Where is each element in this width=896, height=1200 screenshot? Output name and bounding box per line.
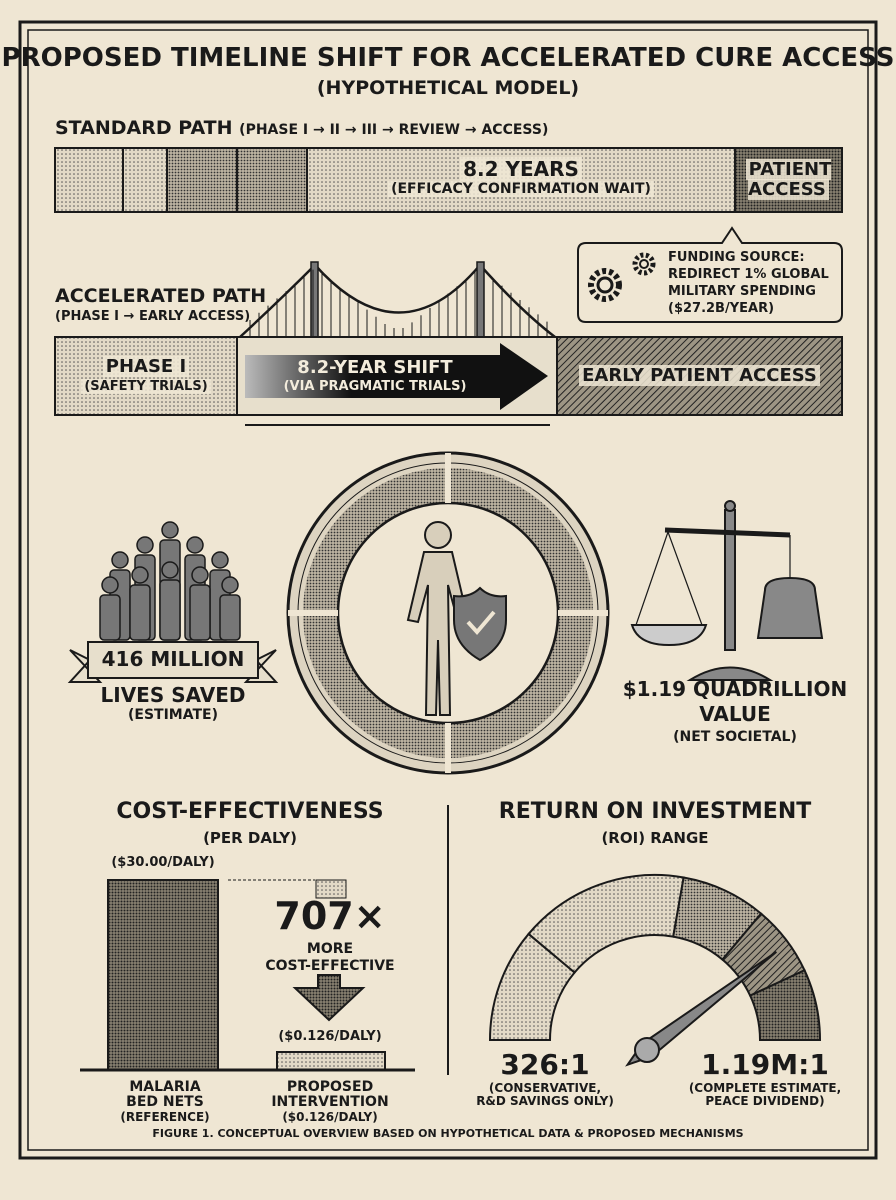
cost-title: COST-EFFECTIVENESS <box>116 799 384 824</box>
cost-chart <box>80 879 415 1072</box>
phase-one-sub-text: (SAFETY TRIALS) <box>81 379 211 394</box>
wait-label-text: (EFFICACY CONFIRMATION WAIT) <box>388 181 654 197</box>
person-body <box>219 594 241 641</box>
ref-category-line: MALARIA <box>129 1079 201 1095</box>
person-head <box>111 551 129 569</box>
early-access-label: EARLY PATIENT ACCESS <box>557 365 842 386</box>
ref-category-line: (REFERENCE) <box>120 1109 210 1124</box>
bar-malaria-bed-nets <box>107 879 219 1071</box>
page-frame <box>18 20 878 1160</box>
person-body <box>159 579 181 641</box>
human-shield-icon <box>406 521 507 716</box>
patient-access-text: PATIENT ACCESS <box>745 159 832 200</box>
standard-path-steps: (PHASE I → II → III → REVIEW → ACCESS) <box>239 122 549 138</box>
new-value-label: ($0.126/DALY) <box>278 1029 382 1044</box>
wait-value-text: 8.2 YEARS <box>460 157 582 181</box>
funding-line: ($27.2B/YEAR) <box>668 301 775 316</box>
new-category-line: ($0.126/DALY) <box>282 1109 378 1124</box>
roi-low-note-line: (CONSERVATIVE, <box>488 1081 602 1095</box>
roi-high-value: 1.19M:1 <box>701 1048 829 1081</box>
cost-subtitle: (PER DALY) <box>203 829 297 847</box>
standard-wait-label: (EFFICACY CONFIRMATION WAIT) <box>307 181 735 197</box>
reference-ghost-bar <box>315 879 347 899</box>
roi-low-note-line: R&D SAVINGS ONLY) <box>476 1094 614 1109</box>
phase-one-label: PHASE I <box>55 356 237 377</box>
roi-high-note: (COMPLETE ESTIMATE, PEACE DIVIDEND) <box>680 1081 850 1109</box>
funding-callout <box>577 226 843 323</box>
roi-high-note-line: (COMPLETE ESTIMATE, <box>688 1081 842 1095</box>
person-head <box>211 551 229 569</box>
scale-icon <box>630 500 824 681</box>
patient-access-label: PATIENT ACCESS <box>735 159 842 200</box>
person-head <box>161 561 179 579</box>
page-title: PROPOSED TIMELINE SHIFT FOR ACCELERATED … <box>1 43 895 73</box>
shift-label: 8.2-YEAR SHIFT <box>297 357 453 378</box>
roi-low-value: 326:1 <box>500 1048 590 1081</box>
roi-low-note: (CONSERVATIVE, R&D SAVINGS ONLY) <box>460 1081 630 1109</box>
person-head <box>136 536 154 554</box>
gauge-pivot <box>634 1037 660 1063</box>
new-category-line: INTERVENTION <box>271 1094 389 1111</box>
value-label: VALUE <box>699 702 771 726</box>
funding-text: FUNDING SOURCE: REDIRECT 1% GLOBAL MILIT… <box>668 249 829 317</box>
person-head <box>161 521 179 539</box>
accelerated-path-title: ACCELERATED PATH <box>55 285 267 307</box>
phase-one-text: PHASE I <box>102 356 190 377</box>
standard-path-title: STANDARD PATH <box>55 117 233 139</box>
lives-label: LIVES SAVED <box>100 683 246 707</box>
value-amount: $1.19 QUADRILLION <box>622 677 848 701</box>
lives-note: (ESTIMATE) <box>128 707 218 723</box>
lives-value: 416 MILLION <box>101 647 245 671</box>
figure-caption: FIGURE 1. CONCEPTUAL OVERVIEW BASED ON H… <box>152 1127 744 1140</box>
person-head <box>191 566 209 584</box>
funding-line: MILITARY SPENDING <box>668 284 816 299</box>
lives-banner <box>67 641 279 683</box>
roi-high-note-line: PEACE DIVIDEND) <box>705 1094 825 1109</box>
funding-line: FUNDING SOURCE: <box>668 250 805 265</box>
person-head <box>101 576 119 594</box>
roi-gauge <box>488 874 822 1067</box>
down-arrow-icon <box>292 974 366 1022</box>
ref-category-line: BED NETS <box>126 1094 204 1111</box>
shift-sub: (VIA PRAGMATIC TRIALS) <box>283 379 467 394</box>
new-category-line: PROPOSED <box>286 1079 374 1095</box>
standard-wait-value: 8.2 YEARS <box>307 157 735 181</box>
bar-proposed-intervention <box>276 1051 386 1071</box>
value-note: (NET SOCIETAL) <box>673 729 797 745</box>
roi-title: RETURN ON INVESTMENT <box>498 799 812 824</box>
accelerated-path-steps: (PHASE I → EARLY ACCESS) <box>55 309 251 324</box>
people-icon <box>99 521 241 641</box>
person-body <box>99 594 121 641</box>
ref-value-label: ($30.00/DALY) <box>111 855 215 870</box>
person-head <box>131 566 149 584</box>
person-body <box>189 584 211 641</box>
multiplier-text: COST-EFFECTIVE <box>265 958 395 974</box>
gauge-segment <box>748 968 822 1041</box>
cycle-ring <box>286 451 610 775</box>
ref-category: MALARIA BED NETS (REFERENCE) <box>85 1079 245 1124</box>
gears-icon <box>588 252 656 302</box>
person-head <box>221 576 239 594</box>
early-access-text: EARLY PATIENT ACCESS <box>579 365 820 386</box>
bridge-icon <box>239 261 556 426</box>
person-head <box>186 536 204 554</box>
page-subtitle: (HYPOTHETICAL MODEL) <box>316 77 580 99</box>
multiplier-value: 707× <box>274 894 386 938</box>
multiplier-text: MORE <box>306 941 354 957</box>
person-body <box>129 584 151 641</box>
funding-line: REDIRECT 1% GLOBAL <box>668 267 829 282</box>
roi-subtitle: (ROI) RANGE <box>601 829 709 847</box>
phase-one-sub: (SAFETY TRIALS) <box>55 379 237 394</box>
standard-path-label: STANDARD PATH (PHASE I → II → III → REVI… <box>55 118 548 139</box>
new-category: PROPOSED INTERVENTION ($0.126/DALY) <box>250 1079 410 1124</box>
